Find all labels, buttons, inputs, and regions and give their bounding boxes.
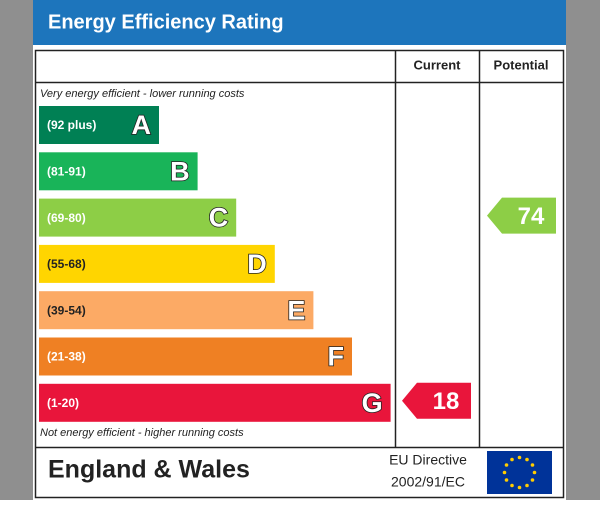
band-bar — [39, 198, 237, 237]
rating-value: 18 — [433, 388, 460, 415]
eu-star — [525, 457, 529, 462]
bottom-note: Not energy efficient - higher running co… — [40, 427, 244, 439]
directive: 2002/91/EC — [391, 474, 465, 490]
eu-star — [517, 485, 522, 490]
column-header: Potential — [494, 57, 549, 72]
band-letter: D — [247, 249, 267, 279]
band-letter: A — [132, 110, 152, 140]
title: Energy Efficiency Rating — [48, 11, 284, 33]
eu-star — [532, 470, 537, 475]
rating-value: 74 — [518, 203, 545, 230]
band-range: (69-80) — [47, 211, 86, 225]
rating-arrow — [487, 197, 556, 234]
rating-arrow — [402, 382, 471, 419]
band-letter: E — [287, 295, 305, 325]
table-border — [34, 49, 565, 499]
band-range: (39-54) — [47, 303, 86, 317]
eu-star — [504, 478, 509, 482]
band-bar — [39, 152, 198, 191]
band-bar — [39, 106, 159, 144]
band-bar — [39, 383, 391, 422]
band-bar — [39, 244, 275, 283]
eu-star — [510, 457, 514, 462]
band-range: (92 plus) — [47, 118, 96, 132]
band-letter: C — [209, 203, 229, 233]
directive: EU Directive — [389, 452, 467, 468]
band-bar — [39, 337, 352, 376]
band-letter: F — [328, 342, 345, 372]
column-header: Current — [414, 57, 462, 72]
eu-star — [510, 483, 514, 488]
band-letter: G — [362, 388, 383, 418]
top-note: Very energy efficient - lower running co… — [40, 88, 245, 100]
band-letter: B — [170, 156, 190, 186]
band-bar — [39, 291, 314, 330]
eu-star — [502, 470, 507, 475]
eu-star — [504, 463, 509, 467]
eu-star — [530, 463, 535, 467]
band-range: (1-20) — [47, 396, 79, 410]
eu-star — [517, 455, 522, 460]
eu-star — [525, 483, 529, 488]
band-range: (21-38) — [47, 350, 86, 364]
eu-star — [530, 478, 535, 482]
title-bar — [33, 0, 566, 45]
band-range: (55-68) — [47, 257, 86, 271]
region: England & Wales — [48, 456, 250, 484]
eu-stars — [502, 455, 537, 490]
band-range: (81-91) — [47, 164, 86, 178]
